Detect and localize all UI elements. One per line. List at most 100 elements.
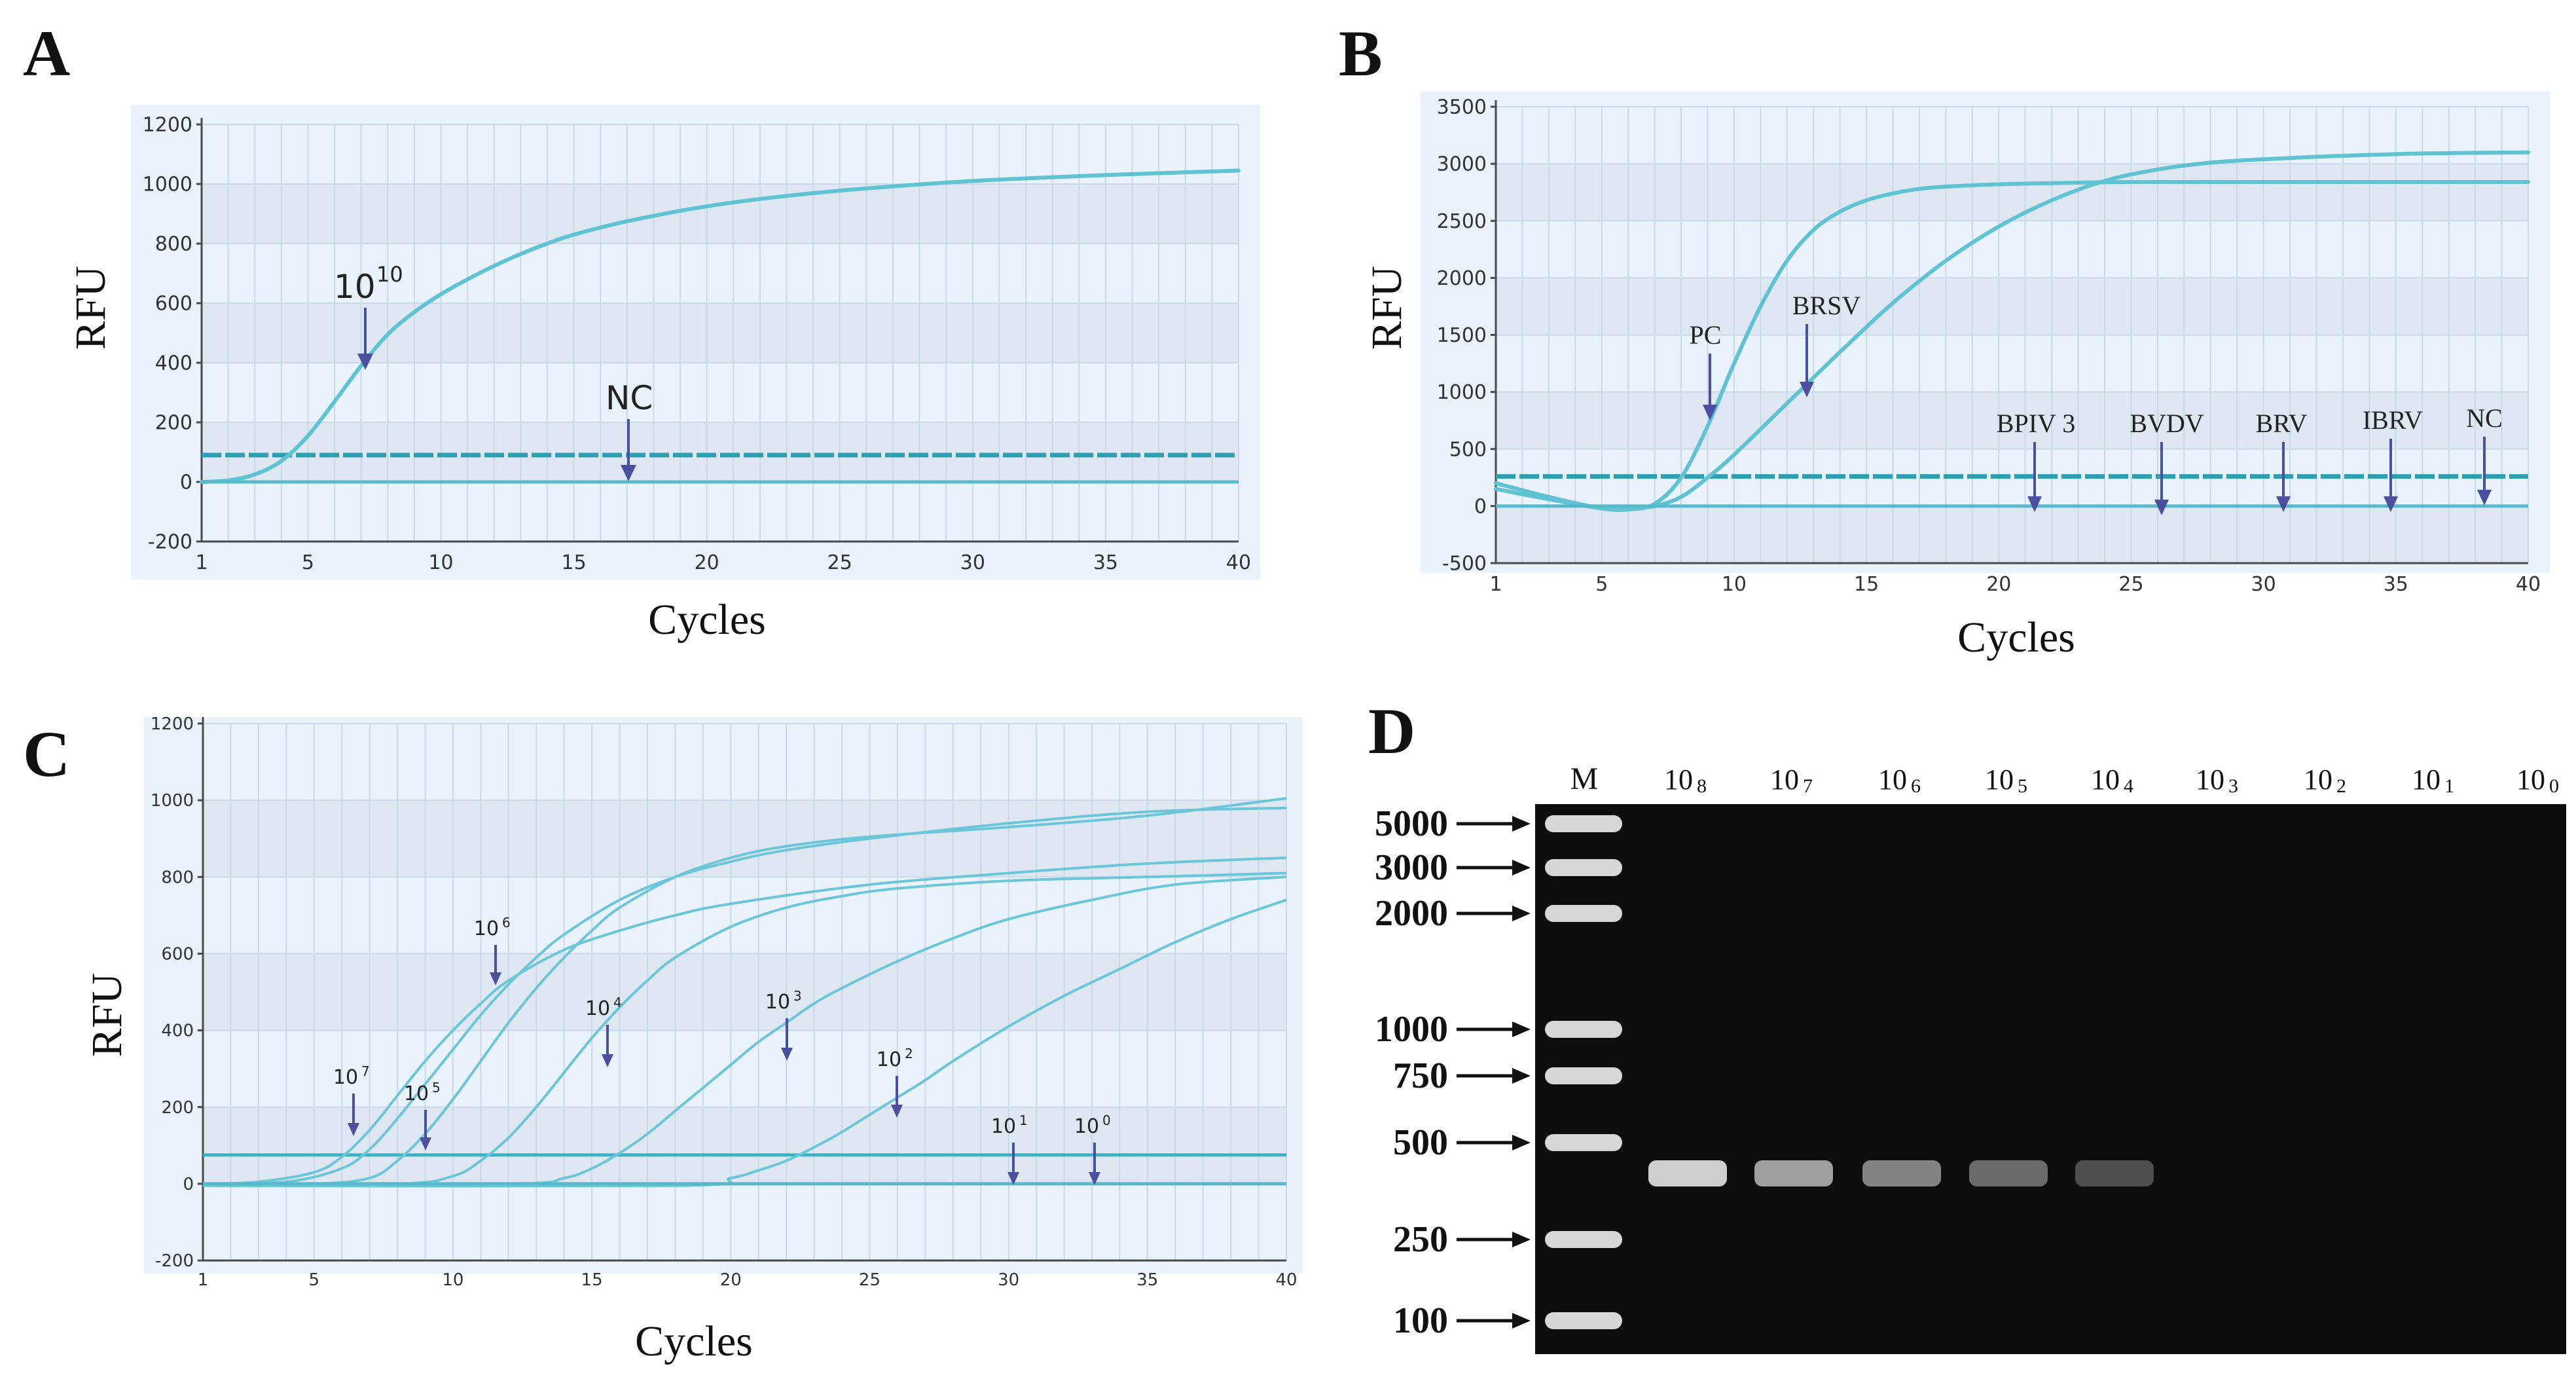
lane-header-base: 10	[1664, 763, 1693, 796]
y-tick-label: -200	[155, 1251, 194, 1271]
plot-band	[1496, 392, 2528, 449]
series-105	[202, 797, 1287, 1186]
annotation-nc: NC	[606, 379, 653, 481]
annotation-10e7: 10 7	[333, 1063, 370, 1136]
annotation-10e2: 10 2	[877, 1046, 913, 1118]
annotation-1010-sup: 10	[376, 262, 403, 287]
lane-header: 10 5	[1985, 763, 2027, 797]
ladder-band	[1545, 1134, 1622, 1151]
panel-label-d: D	[1368, 695, 1415, 767]
annotation-label: BPIV 3	[1997, 409, 2075, 438]
annotation-label: PC	[1690, 320, 1722, 350]
annotation-nc: NC	[2466, 403, 2503, 506]
panel-label-a: A	[23, 17, 70, 90]
lane-header: 10 2	[2304, 763, 2346, 797]
ladder-band	[1545, 1231, 1622, 1248]
y-tick-label: 600	[161, 945, 194, 965]
lane-header: 10 8	[1664, 763, 1707, 797]
x-tick-label: 25	[2118, 573, 2143, 596]
plot-band	[202, 422, 1239, 482]
ladder-band	[1545, 1067, 1622, 1084]
annotation-sup: 4	[613, 995, 622, 1010]
lane-header-base: 10	[1770, 763, 1799, 796]
y-tick-label: 1000	[151, 791, 194, 811]
annotation-ibrv: IBRV	[2363, 405, 2423, 512]
x-tick-label: 15	[581, 1270, 603, 1290]
lane-header-base: 10	[2091, 763, 2120, 796]
x-tick-label: 1	[195, 551, 208, 574]
y-tick-label: 500	[1449, 438, 1487, 461]
plot-band	[1496, 164, 2528, 221]
ladder-arrowhead	[1512, 906, 1531, 921]
ladder-arrowhead	[1512, 1232, 1531, 1247]
lane-header-sup: 1	[2444, 775, 2454, 797]
annotation-base: 10	[333, 1066, 358, 1089]
series-106	[202, 806, 1287, 1185]
annotation-brv: BRV	[2255, 409, 2308, 512]
ladder-band	[1545, 815, 1622, 832]
plot-band	[1496, 278, 2528, 335]
ladder-label: 100	[1393, 1300, 1448, 1341]
y-tick-label: 1200	[151, 714, 194, 734]
y-tick-label: 0	[180, 471, 192, 494]
plot-band	[202, 303, 1239, 363]
x-tick-label: 40	[1275, 1270, 1297, 1290]
annotation-base: 10	[765, 991, 790, 1014]
lane-header-sup: 4	[2124, 775, 2133, 797]
annotation-10e4: 10 4	[585, 995, 622, 1067]
lane-header-sup: 8	[1697, 775, 1707, 797]
annotation-sup: 6	[502, 915, 511, 930]
annotation-sup: 3	[793, 988, 802, 1004]
ladder-band	[1545, 1312, 1622, 1329]
panel-a-ylabel: RFU	[67, 266, 115, 350]
lane-header-sup: 2	[2336, 775, 2346, 797]
lane-header-sup: 6	[1911, 775, 1921, 797]
plot-band	[202, 184, 1239, 244]
x-tick-label: 20	[1986, 573, 2011, 596]
annotation-sup: 7	[361, 1063, 370, 1079]
gel-image	[1535, 804, 2566, 1354]
annotation-base: 10	[991, 1115, 1016, 1138]
annotation-label: BRV	[2255, 409, 2307, 438]
x-tick-label: 20	[695, 551, 719, 574]
x-tick-label: 10	[428, 551, 453, 574]
x-tick-label: 15	[562, 551, 587, 574]
ladder-arrowhead	[1512, 1021, 1531, 1037]
annotation-base: 10	[877, 1048, 901, 1071]
plot-band	[203, 1107, 1286, 1184]
annotation-label: NC	[2466, 403, 2503, 433]
annotation-1010-base: 10	[334, 268, 376, 306]
ladder-lane-header: M	[1570, 762, 1599, 796]
annotation-10e0: 10 0	[1074, 1112, 1111, 1185]
annotation-bvdv: BVDV	[2130, 409, 2204, 515]
annotation-sup: 5	[432, 1080, 441, 1095]
ladder-band	[1545, 859, 1622, 876]
panel-b-ylabel: RFU	[1363, 266, 1411, 350]
annotation-10e5: 10 5	[404, 1080, 441, 1150]
ladder-band	[1545, 1021, 1622, 1038]
ladder-label: 5000	[1375, 803, 1448, 844]
y-tick-label: 1500	[1437, 324, 1487, 347]
y-tick-label: 2500	[1437, 210, 1487, 233]
ladder-label: 500	[1393, 1122, 1448, 1163]
annotation-nc-label: NC	[606, 379, 653, 417]
x-tick-label: 25	[859, 1270, 880, 1290]
lane-header-sup: 3	[2228, 775, 2238, 797]
x-tick-label: 1	[1489, 573, 1502, 596]
annotation-10e3: 10 3	[765, 988, 802, 1061]
x-tick-label: 40	[2516, 573, 2541, 596]
lane-header-base: 10	[2196, 763, 2224, 796]
sample-band	[1648, 1160, 1727, 1186]
y-tick-label: 800	[155, 233, 192, 256]
x-tick-label: 30	[998, 1270, 1019, 1290]
y-tick-label: 200	[161, 1098, 194, 1118]
y-tick-label: 200	[155, 412, 192, 435]
panel-label-c: C	[23, 718, 70, 790]
sample-band	[2075, 1160, 2154, 1186]
x-tick-label: 5	[1595, 573, 1608, 596]
plot-band	[203, 800, 1286, 877]
annotation-sup: 2	[905, 1046, 913, 1061]
